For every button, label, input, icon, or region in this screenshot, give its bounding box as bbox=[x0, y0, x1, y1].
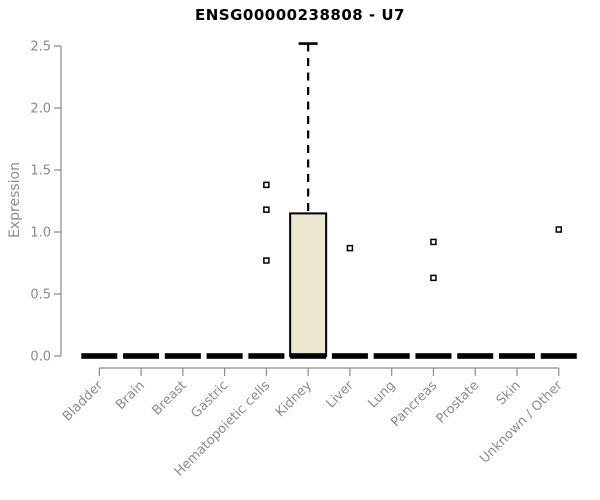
x-axis-tick-label: Unknown / Other bbox=[477, 378, 566, 467]
median-line bbox=[206, 353, 243, 359]
x-axis-tick-label: Prostate bbox=[434, 378, 482, 426]
median-line bbox=[499, 353, 535, 359]
y-axis-tick-label: 1.0 bbox=[30, 226, 51, 241]
median-line bbox=[457, 353, 494, 359]
median-line bbox=[290, 353, 327, 359]
chart-title: ENSG00000238808 - U7 bbox=[194, 6, 405, 24]
x-axis-tick-label: Lung bbox=[365, 378, 398, 411]
x-axis-tick-label: Pancreas bbox=[388, 378, 440, 430]
x-axis-tick-label: Bladder bbox=[60, 378, 107, 425]
x-axis-tick-label: Brain bbox=[113, 378, 148, 413]
y-axis-tick-label: 1.5 bbox=[30, 164, 51, 179]
median-line bbox=[81, 353, 118, 359]
y-axis-tick-label: 2.5 bbox=[30, 40, 51, 55]
x-axis-tick-label: Breast bbox=[149, 378, 189, 418]
y-axis-tick-label: 0.5 bbox=[30, 288, 51, 303]
median-line bbox=[331, 353, 368, 359]
y-axis-tick-label: 0.0 bbox=[30, 350, 51, 365]
outlier-point bbox=[555, 226, 563, 233]
median-line bbox=[248, 353, 285, 359]
outlier-point bbox=[346, 244, 354, 252]
y-axis-tick-label: 2.0 bbox=[30, 102, 51, 117]
outlier-point bbox=[263, 181, 270, 189]
outlier-point bbox=[263, 206, 270, 213]
x-axis-tick-label: Liver bbox=[324, 378, 358, 412]
x-axis-tick-label: Skin bbox=[494, 378, 524, 408]
box bbox=[289, 212, 328, 357]
median-line bbox=[540, 353, 577, 359]
median-line bbox=[415, 353, 452, 359]
outlier-point bbox=[430, 274, 437, 282]
outlier-point bbox=[430, 238, 437, 246]
outlier-point bbox=[263, 257, 270, 264]
median-line bbox=[164, 353, 201, 359]
x-axis-tick-label: Kidney bbox=[273, 378, 315, 420]
median-line bbox=[123, 353, 160, 359]
median-line bbox=[373, 353, 410, 359]
